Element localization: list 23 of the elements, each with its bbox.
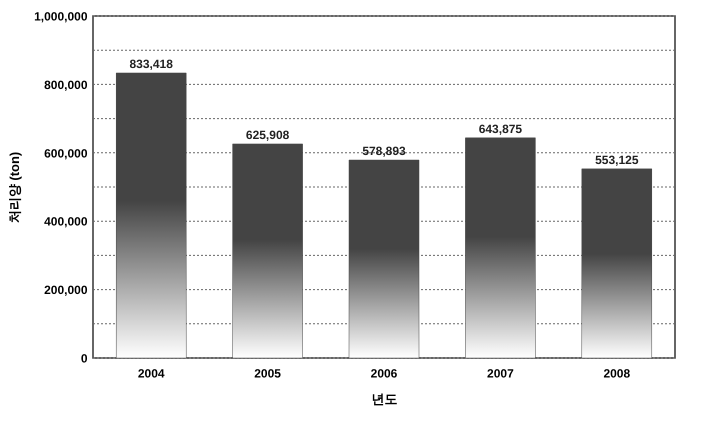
y-tick-label: 0 — [80, 352, 88, 366]
data-label: 833,418 — [130, 56, 174, 71]
bar — [348, 160, 420, 358]
y-tick-label: 800,000 — [44, 78, 88, 92]
x-tick-label: 2004 — [138, 366, 165, 380]
bar — [116, 72, 186, 358]
x-tick-label: 2007 — [487, 366, 514, 380]
y-tick-label: 1,000,000 — [34, 10, 88, 24]
x-tick-label: 2005 — [254, 366, 282, 380]
data-label: 643,875 — [478, 122, 522, 136]
y-tick-label: 200,000 — [44, 283, 88, 298]
x-tick-label: 2008 — [603, 366, 630, 380]
bar — [465, 138, 536, 358]
x-axis-title: 년도 — [372, 392, 398, 406]
data-label: 578,893 — [362, 144, 406, 158]
x-tick-label: 2006 — [370, 366, 398, 380]
y-tick-label: 400,000 — [44, 214, 88, 229]
bar — [232, 144, 303, 358]
y-axis-title: 처리양 (ton) — [7, 152, 22, 224]
y-tick-label: 600,000 — [44, 146, 88, 160]
data-label: 553,125 — [595, 152, 639, 167]
bar — [582, 168, 652, 358]
data-label: 625,908 — [246, 128, 290, 142]
